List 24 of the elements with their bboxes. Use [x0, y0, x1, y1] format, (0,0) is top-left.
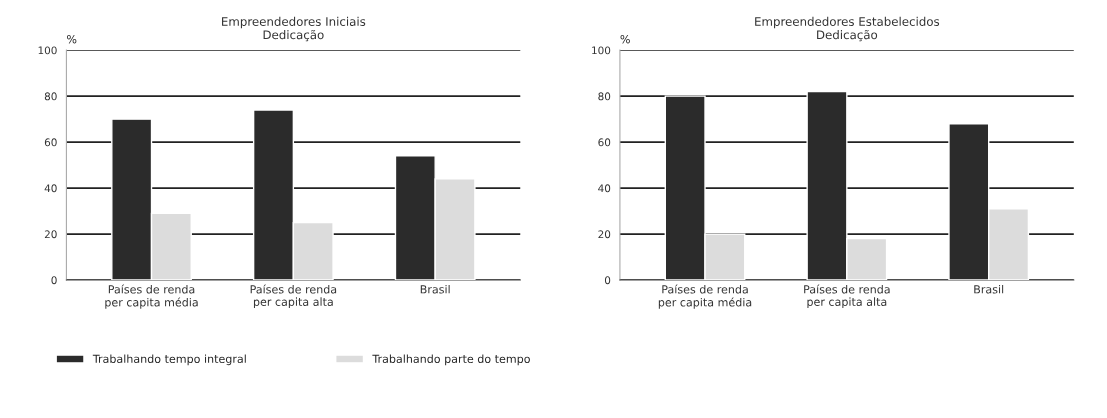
y-tick-label: 60 [44, 138, 57, 147]
y-tick-label: 20 [598, 230, 611, 239]
y-tick-label: 20 [44, 230, 57, 239]
x-tick-label: Países de renda per capita média [105, 284, 198, 309]
x-tick-label: Brasil [974, 284, 1004, 294]
y-tick-label: 80 [598, 92, 611, 101]
chart-title: Empreendedores Estabelecidos Dedicação [755, 16, 940, 42]
y-tick-label: 0 [51, 276, 57, 285]
y-tick-label: 0 [604, 276, 611, 285]
legend-label: Trabalhando tempo integral [92, 354, 246, 366]
y-tick-label: 80 [44, 92, 57, 101]
y-tick-label: 60 [598, 138, 611, 147]
y-axis-title: % [620, 35, 630, 44]
x-tick-label: Países de renda per capita alta [804, 284, 890, 309]
y-tick-label: 100 [38, 46, 57, 55]
x-tick-label: Brasil [420, 284, 450, 294]
chart-title: Empreendedores Iniciais Dedicação [222, 16, 366, 42]
legend-label: Trabalhando parte do tempo [372, 354, 530, 366]
y-tick-label: 40 [598, 184, 611, 193]
x-tick-label: Países de renda per capita alta [250, 284, 337, 309]
x-tick-label: Países de renda per capita média [658, 284, 752, 309]
y-tick-label: 100 [592, 46, 611, 55]
y-tick-label: 40 [44, 184, 57, 193]
y-axis-title: % [67, 35, 77, 44]
